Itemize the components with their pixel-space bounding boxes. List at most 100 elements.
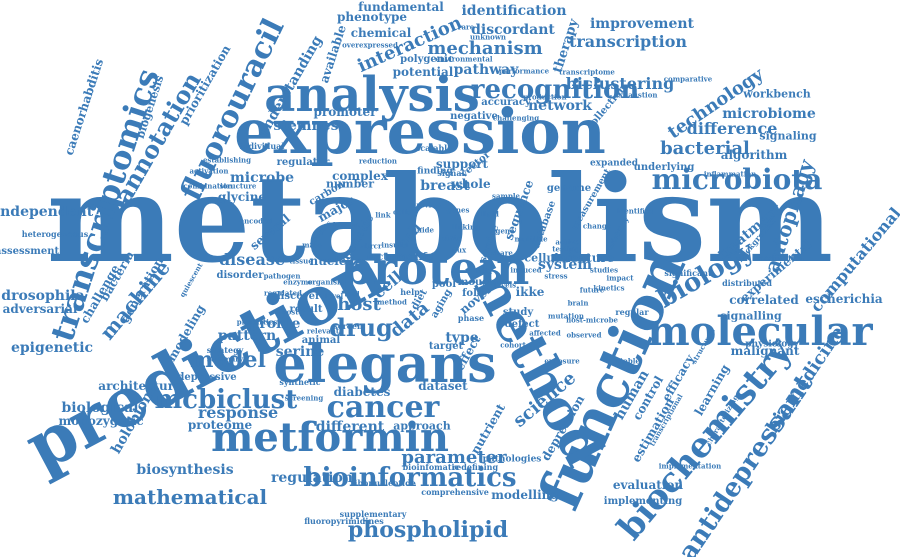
cloud-word: escherichia bbox=[805, 292, 883, 306]
cloud-word: stable bbox=[616, 356, 640, 366]
cloud-word: pathogen bbox=[263, 271, 301, 281]
cloud-word: state bbox=[442, 233, 462, 243]
cloud-word: difference bbox=[686, 119, 778, 138]
cloud-word: fold bbox=[462, 288, 484, 299]
cloud-word: flux bbox=[451, 245, 467, 255]
cloud-word: environmental bbox=[435, 54, 493, 64]
cloud-word: classification bbox=[752, 253, 804, 263]
cloud-word: finding bbox=[417, 166, 453, 177]
cloud-word: future bbox=[579, 285, 605, 295]
cloud-word: mouse bbox=[457, 277, 495, 288]
cloud-word: epigenetic bbox=[10, 340, 94, 356]
cloud-word: network bbox=[527, 98, 593, 114]
cloud-word: screening bbox=[284, 393, 324, 403]
cloud-word: structure bbox=[219, 181, 257, 191]
cloud-word: synthetic bbox=[279, 377, 321, 387]
cloud-word: combination bbox=[183, 181, 233, 191]
cloud-word: level bbox=[324, 291, 344, 301]
cloud-word: animal bbox=[301, 335, 341, 346]
cloud-word: scalable bbox=[415, 143, 453, 153]
cloud-word: induced bbox=[510, 265, 542, 275]
cloud-word: disorder bbox=[216, 270, 264, 281]
cloud-word: supplementary bbox=[339, 509, 407, 519]
cloud-word: glycine bbox=[217, 190, 267, 204]
cloud-word: depressive bbox=[177, 372, 237, 383]
cloud-word: phenotype bbox=[336, 10, 408, 24]
cloud-word: assessment bbox=[0, 246, 60, 257]
cloud-word: mechanism bbox=[427, 38, 543, 59]
cloud-word: identification bbox=[461, 3, 567, 19]
cloud-word: help bbox=[400, 287, 420, 297]
cloud-word: significant bbox=[664, 268, 712, 278]
cloud-word: phospholipid bbox=[347, 517, 509, 543]
cloud-word: redefining bbox=[451, 462, 499, 472]
cloud-word: inflammation bbox=[703, 169, 757, 179]
cloud-word: cells bbox=[393, 207, 411, 217]
cloud-word: levels bbox=[493, 280, 517, 290]
cloud-word: active bbox=[555, 237, 579, 247]
cloud-word: challenging bbox=[492, 113, 540, 123]
cloud-word: result bbox=[289, 304, 323, 315]
cloud-word: signaling bbox=[759, 129, 817, 143]
cloud-word: biological bbox=[61, 400, 139, 416]
cloud-word: polygenic bbox=[400, 54, 454, 65]
cloud-word: microbiota bbox=[651, 163, 823, 196]
cloud-word: known bbox=[333, 220, 359, 230]
cloud-word: model bbox=[190, 347, 266, 373]
cloud-word: factor bbox=[366, 252, 400, 263]
cloud-word: summary bbox=[206, 354, 244, 364]
cloud-word: performance bbox=[498, 66, 550, 76]
cloud-word: monozygotic bbox=[58, 414, 144, 428]
cloud-word: physiology bbox=[745, 339, 799, 350]
cloud-word: genes bbox=[446, 205, 470, 215]
cloud-word: pathologies bbox=[482, 454, 542, 465]
cloud-word: share bbox=[491, 248, 513, 258]
cloud-word: tumor bbox=[384, 252, 420, 263]
cloud-word: pool bbox=[431, 279, 457, 290]
cloud-word: overexpressed bbox=[342, 40, 398, 50]
cloud-word: support bbox=[435, 157, 489, 171]
cloud-word: type bbox=[445, 330, 479, 346]
cloud-word: dataset bbox=[418, 379, 468, 393]
cloud-word: molecular bbox=[647, 308, 873, 355]
cloud-word: disease bbox=[218, 250, 286, 269]
cloud-word: transcriptome bbox=[559, 67, 615, 77]
cloud-word: fluoropyrimidines bbox=[304, 516, 384, 526]
cloud-word: evaluation bbox=[612, 478, 684, 492]
cloud-word: enzyme bbox=[283, 277, 313, 287]
cloud-word: heterogeneous bbox=[21, 229, 89, 239]
cloud-word: lipid bbox=[481, 209, 499, 219]
cloud-word: pattern bbox=[217, 328, 277, 344]
cloud-word: metformin bbox=[211, 414, 449, 461]
cloud-word: modelling bbox=[491, 488, 559, 502]
cloud-word: mass bbox=[302, 240, 322, 250]
cloud-word: biclustering bbox=[565, 74, 675, 93]
cloud-word: cellular bbox=[524, 251, 572, 265]
cloud-word: phase bbox=[457, 313, 485, 323]
cloud-word: number bbox=[325, 177, 375, 191]
cloud-word: establishing bbox=[202, 155, 252, 165]
cloud-word: exposure bbox=[544, 356, 580, 366]
cloud-word: organism bbox=[307, 277, 345, 287]
cloud-word: ahrcr bbox=[360, 241, 382, 251]
cloud-word: method bbox=[377, 297, 407, 307]
cloud-word: whole bbox=[451, 177, 491, 191]
cloud-word: observed bbox=[566, 330, 602, 340]
cloud-word: rare bbox=[457, 22, 475, 32]
cloud-word: promoter bbox=[313, 105, 377, 119]
cloud-word: microbiome bbox=[722, 106, 816, 122]
cloud-word: relevant bbox=[306, 326, 340, 336]
cloud-word: studies bbox=[589, 265, 619, 275]
cloud-word: regular bbox=[615, 307, 649, 317]
cloud-word: testing bbox=[552, 244, 580, 254]
cloud-word: individual bbox=[239, 141, 285, 151]
cloud-word: bacterial bbox=[660, 138, 750, 159]
cloud-word: feature bbox=[565, 251, 615, 265]
cloud-word: stress bbox=[544, 271, 568, 281]
cloud-word: potential bbox=[392, 65, 454, 79]
cloud-word: mcbiclust bbox=[154, 385, 298, 415]
cloud-word: tool bbox=[344, 289, 360, 299]
cloud-word: comparative bbox=[663, 74, 713, 84]
cloud-word: sample bbox=[492, 191, 520, 201]
cloud-word: cohort bbox=[500, 340, 526, 350]
